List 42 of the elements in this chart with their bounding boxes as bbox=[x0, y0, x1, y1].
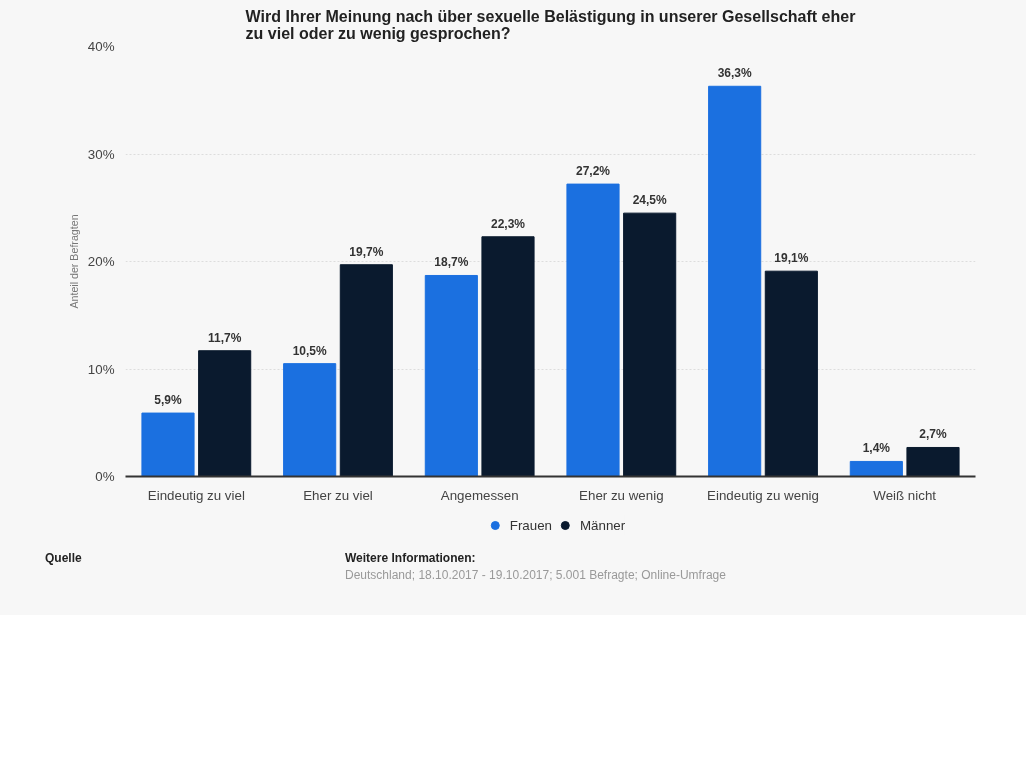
text: Quelle bbox=[45, 550, 83, 567]
x-tick-label: Eher zu wenig bbox=[579, 487, 664, 503]
data-label: 24,5% bbox=[632, 193, 668, 208]
bar bbox=[764, 270, 818, 477]
y-tick-label: 0% bbox=[95, 469, 115, 484]
data-label: 11,7% bbox=[207, 330, 242, 345]
y-tick-label: 20% bbox=[87, 254, 115, 269]
data-label: 5,9% bbox=[154, 393, 183, 408]
data-label: 27,2% bbox=[575, 164, 611, 179]
data-label: 22,3% bbox=[490, 216, 526, 231]
y-tick-label: 30% bbox=[87, 146, 115, 162]
data-label: 19,1% bbox=[774, 251, 809, 266]
bar bbox=[283, 363, 337, 477]
x-tick-label: Eher zu viel bbox=[303, 487, 373, 503]
data-label: 36,3% bbox=[717, 66, 753, 81]
x-tick-label: Eindeutig zu viel bbox=[147, 487, 245, 503]
x-tick-label: Angemessen bbox=[440, 487, 519, 503]
data-label: 2,7% bbox=[919, 427, 948, 442]
data-label: 19,7% bbox=[349, 244, 384, 259]
legend-label: Frauen bbox=[509, 517, 553, 533]
bar bbox=[566, 183, 620, 477]
y-tick-label: 40% bbox=[87, 39, 115, 54]
bar bbox=[339, 264, 393, 477]
text: Deutschland; 18.10.2017 - 19.10.2017; 5.001 Befragte; Online-Umfrage bbox=[345, 567, 726, 585]
y-tick-label: 10% bbox=[87, 361, 115, 377]
text: Weitere Informationen: bbox=[345, 550, 477, 567]
data-label: 10,5% bbox=[292, 343, 328, 358]
data-label: 1,4% bbox=[862, 441, 891, 456]
x-tick-label: Weiß nicht bbox=[873, 487, 937, 503]
bar bbox=[481, 236, 535, 477]
bar bbox=[708, 85, 762, 477]
bar bbox=[623, 212, 677, 477]
bar bbox=[906, 446, 960, 477]
bar bbox=[849, 460, 903, 477]
bar bbox=[141, 412, 195, 477]
x-tick-label: Eindeutig zu wenig bbox=[707, 487, 819, 503]
legend-label: Männer bbox=[580, 517, 626, 533]
chart-title: Wird Ihrer Meinung nach über sexuelle Belästigung in unserer Gesellschaft eher zu viel oder zu wenig gesprochen? bbox=[245, 7, 856, 42]
y-axis-title: Anteil der Befragten bbox=[67, 214, 80, 309]
bar bbox=[198, 350, 252, 477]
data-label: 18,7% bbox=[434, 255, 469, 270]
bar bbox=[424, 274, 478, 477]
